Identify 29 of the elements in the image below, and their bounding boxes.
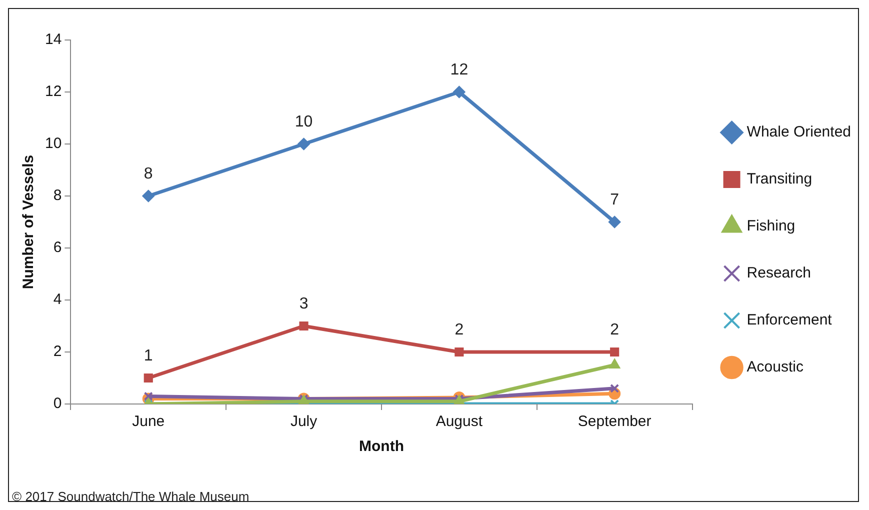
data-label: 10 (294, 113, 313, 130)
legend-label: Transiting (746, 170, 812, 188)
data-label: 8 (144, 165, 153, 182)
y-tick-label: 8 (53, 187, 62, 204)
y-tick-label: 12 (44, 83, 62, 100)
legend-label: Whale Oriented (746, 124, 851, 141)
legend-label: Acoustic (746, 358, 804, 376)
x-tick-label: August (436, 413, 484, 430)
y-axis-title: Number of Vessels (20, 154, 38, 290)
text: © 2017 Soundwatch/The Whale Museum (12, 489, 250, 504)
data-label: 2 (610, 321, 620, 338)
legend-label: Research (746, 264, 811, 282)
y-tick-label: 10 (44, 135, 62, 152)
y-tick-label: 2 (53, 343, 62, 360)
x-tick-label: June (132, 413, 165, 430)
y-tick-label: 4 (53, 291, 62, 308)
data-label: 3 (299, 295, 308, 312)
y-tick-label: 14 (44, 31, 62, 48)
legend-label: Enforcement (746, 312, 833, 329)
data-label: 12 (450, 61, 468, 78)
y-tick-label: 6 (53, 239, 62, 256)
x-tick-label: July (290, 413, 318, 430)
data-label: 2 (454, 321, 464, 338)
x-tick-label: September (578, 413, 652, 430)
data-label: 1 (144, 347, 153, 364)
data-label: 7 (610, 191, 620, 208)
x-axis-title: Month (358, 438, 404, 456)
legend-label: Fishing (746, 218, 796, 235)
y-tick-label: 0 (53, 395, 62, 412)
